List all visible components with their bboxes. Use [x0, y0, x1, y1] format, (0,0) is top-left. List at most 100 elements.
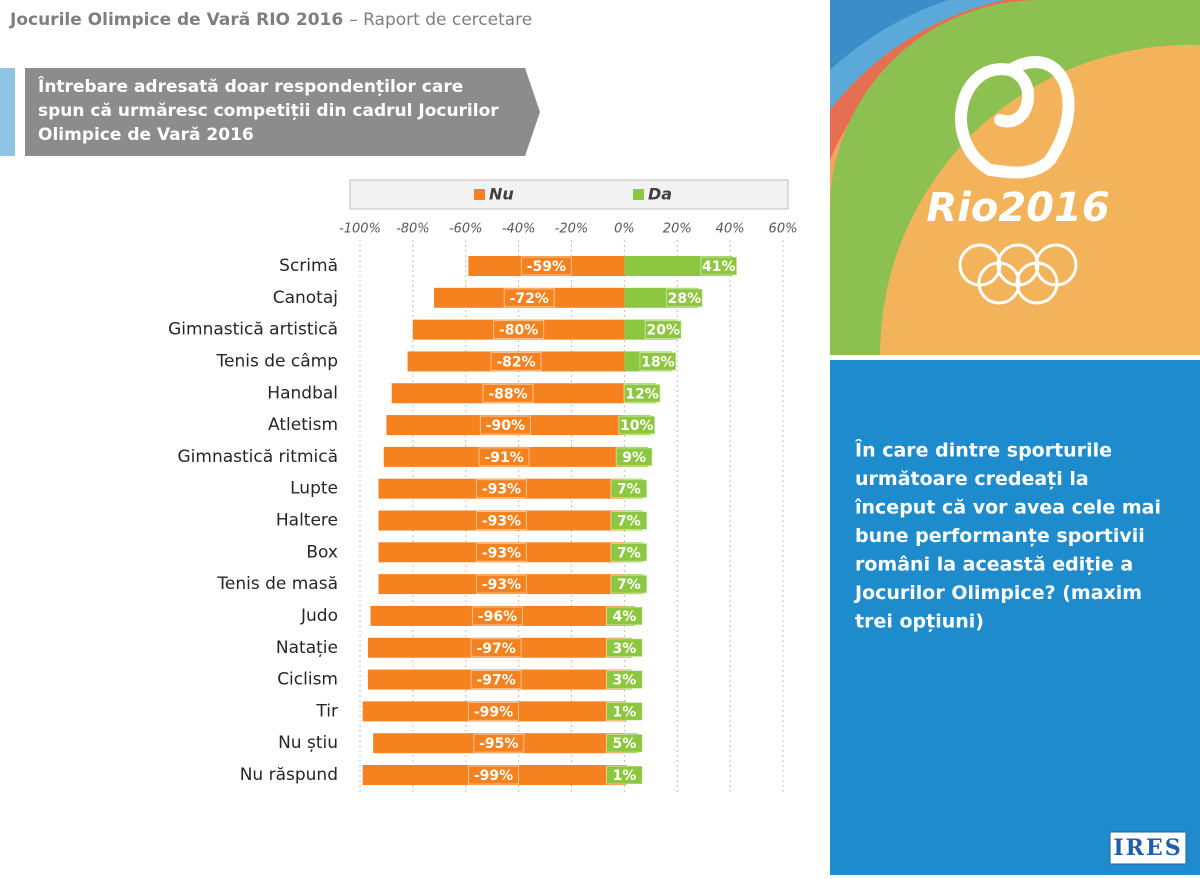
category-label: Scrimă [279, 256, 338, 276]
x-tick-label: 40% [716, 222, 745, 237]
value-label: 7% [617, 577, 641, 593]
value-label: 7% [617, 545, 641, 561]
value-label: -93% [482, 514, 521, 530]
note-line: Întrebare adresată doar respondenților c… [38, 75, 463, 97]
value-label-bg [470, 670, 522, 690]
category-label: Haltere [276, 511, 338, 531]
value-label: 3% [612, 641, 636, 657]
value-label-bg [610, 542, 648, 562]
value-label: 1% [612, 704, 636, 720]
x-tick-label: -40% [502, 222, 536, 237]
value-label: 28% [668, 291, 702, 307]
olympic-rings [958, 243, 1078, 305]
x-tick-label: -60% [449, 222, 483, 237]
value-label-bg [468, 701, 520, 721]
value-label: -88% [488, 386, 527, 402]
question-line: În care dintre sporturile [855, 439, 1112, 462]
category-label: Tenis de câmp [216, 351, 338, 371]
note-box [25, 68, 540, 156]
value-label-bg [478, 447, 530, 467]
question: În care dintre sporturile următoare crede… [853, 439, 1161, 633]
x-tick-label: -80% [396, 222, 430, 237]
value-label-bg [482, 383, 534, 403]
value-label: -59% [527, 259, 566, 275]
logo-text: Rio2016 [926, 185, 1109, 231]
logo-arc-yellow [879, 44, 1200, 356]
category-label: Box [306, 542, 338, 562]
value-label: 1% [612, 768, 636, 784]
x-tick-label: 20% [663, 222, 692, 237]
value-label-bg [610, 479, 648, 499]
note-accent [0, 68, 15, 156]
value-label-bg [475, 511, 527, 530]
header-title: Jocurile Olimpice de Vară RIO 2016 [9, 10, 343, 30]
value-label-bg [610, 511, 648, 530]
brand: IRES [1113, 835, 1182, 861]
value-label: 20% [646, 323, 680, 339]
value-label: 7% [617, 482, 641, 498]
value-label: 18% [641, 354, 675, 370]
legend-swatch [474, 189, 485, 200]
value-label-bg [700, 256, 738, 276]
note-line: spun că urmăresc competiții din cadrul J… [38, 101, 499, 121]
legend-label: Da [648, 185, 672, 204]
logo-panel [830, 0, 1200, 356]
value-label-bg [475, 574, 527, 594]
question-line: Jocurilor Olimpice? (maxim [853, 582, 1142, 604]
value-label-bg [605, 765, 643, 785]
value-label-bg [605, 733, 643, 753]
category-label: Gimnastică artistică [168, 320, 338, 340]
value-label-bg [639, 351, 677, 371]
value-label-bg [610, 574, 648, 594]
category-label: Atletism [268, 415, 338, 435]
header-subtitle: – Raport de cercetare [349, 10, 532, 30]
value-label-bg [623, 383, 661, 403]
logo-emblem [955, 56, 1075, 179]
value-label: -95% [479, 736, 518, 752]
value-label: -93% [482, 482, 521, 498]
category-label: Tenis de masă [216, 574, 338, 594]
value-label-bg [615, 447, 653, 467]
value-label: -99% [474, 768, 513, 784]
category-label: Tir [315, 701, 338, 721]
value-label-bg [618, 415, 656, 435]
question-line: bune performanțe sportivii [855, 525, 1145, 547]
value-label: 4% [612, 609, 636, 625]
value-label-bg [605, 670, 643, 690]
question-line: următoare credeați la [855, 468, 1089, 490]
value-label: 9% [622, 450, 646, 466]
brand-box [1109, 831, 1187, 865]
category-label: Judo [300, 606, 338, 626]
value-label-bg [493, 320, 545, 340]
category-label: Natație [276, 638, 338, 658]
value-label: -99% [474, 704, 513, 720]
value-label: -93% [482, 577, 521, 593]
header: Jocurile Olimpice de Vară RIO 2016 – Rapo… [9, 10, 532, 30]
value-label: 5% [612, 736, 636, 752]
value-label: -80% [499, 323, 538, 339]
category-label: Ciclism [277, 670, 338, 690]
value-label: -91% [484, 450, 523, 466]
category-label: Canotaj [273, 288, 338, 308]
value-label-bg [605, 638, 643, 658]
value-label-bg [605, 701, 643, 721]
x-tick-label: -20% [555, 222, 589, 237]
legend-swatch [633, 189, 644, 200]
value-label-bg [475, 479, 527, 499]
question-line: început că vor avea cele mai [854, 497, 1161, 519]
value-label-bg [473, 733, 525, 753]
value-label-bg [468, 765, 520, 785]
x-tick-label: 0% [614, 222, 635, 237]
note: Întrebare adresată doar respondenților c… [38, 75, 499, 145]
value-label-bg [665, 288, 703, 308]
value-label-bg [479, 415, 531, 435]
question-line: români la această ediție a [855, 554, 1133, 576]
value-label: -97% [476, 641, 515, 657]
category-label: Handbal [267, 383, 338, 403]
category-label: Nu știu [278, 733, 338, 753]
question-line: trei opțiuni) [855, 611, 984, 633]
value-label-bg [605, 606, 643, 626]
legend-label: Nu [489, 185, 514, 204]
value-label: -72% [510, 291, 549, 307]
category-label: Lupte [290, 479, 338, 499]
